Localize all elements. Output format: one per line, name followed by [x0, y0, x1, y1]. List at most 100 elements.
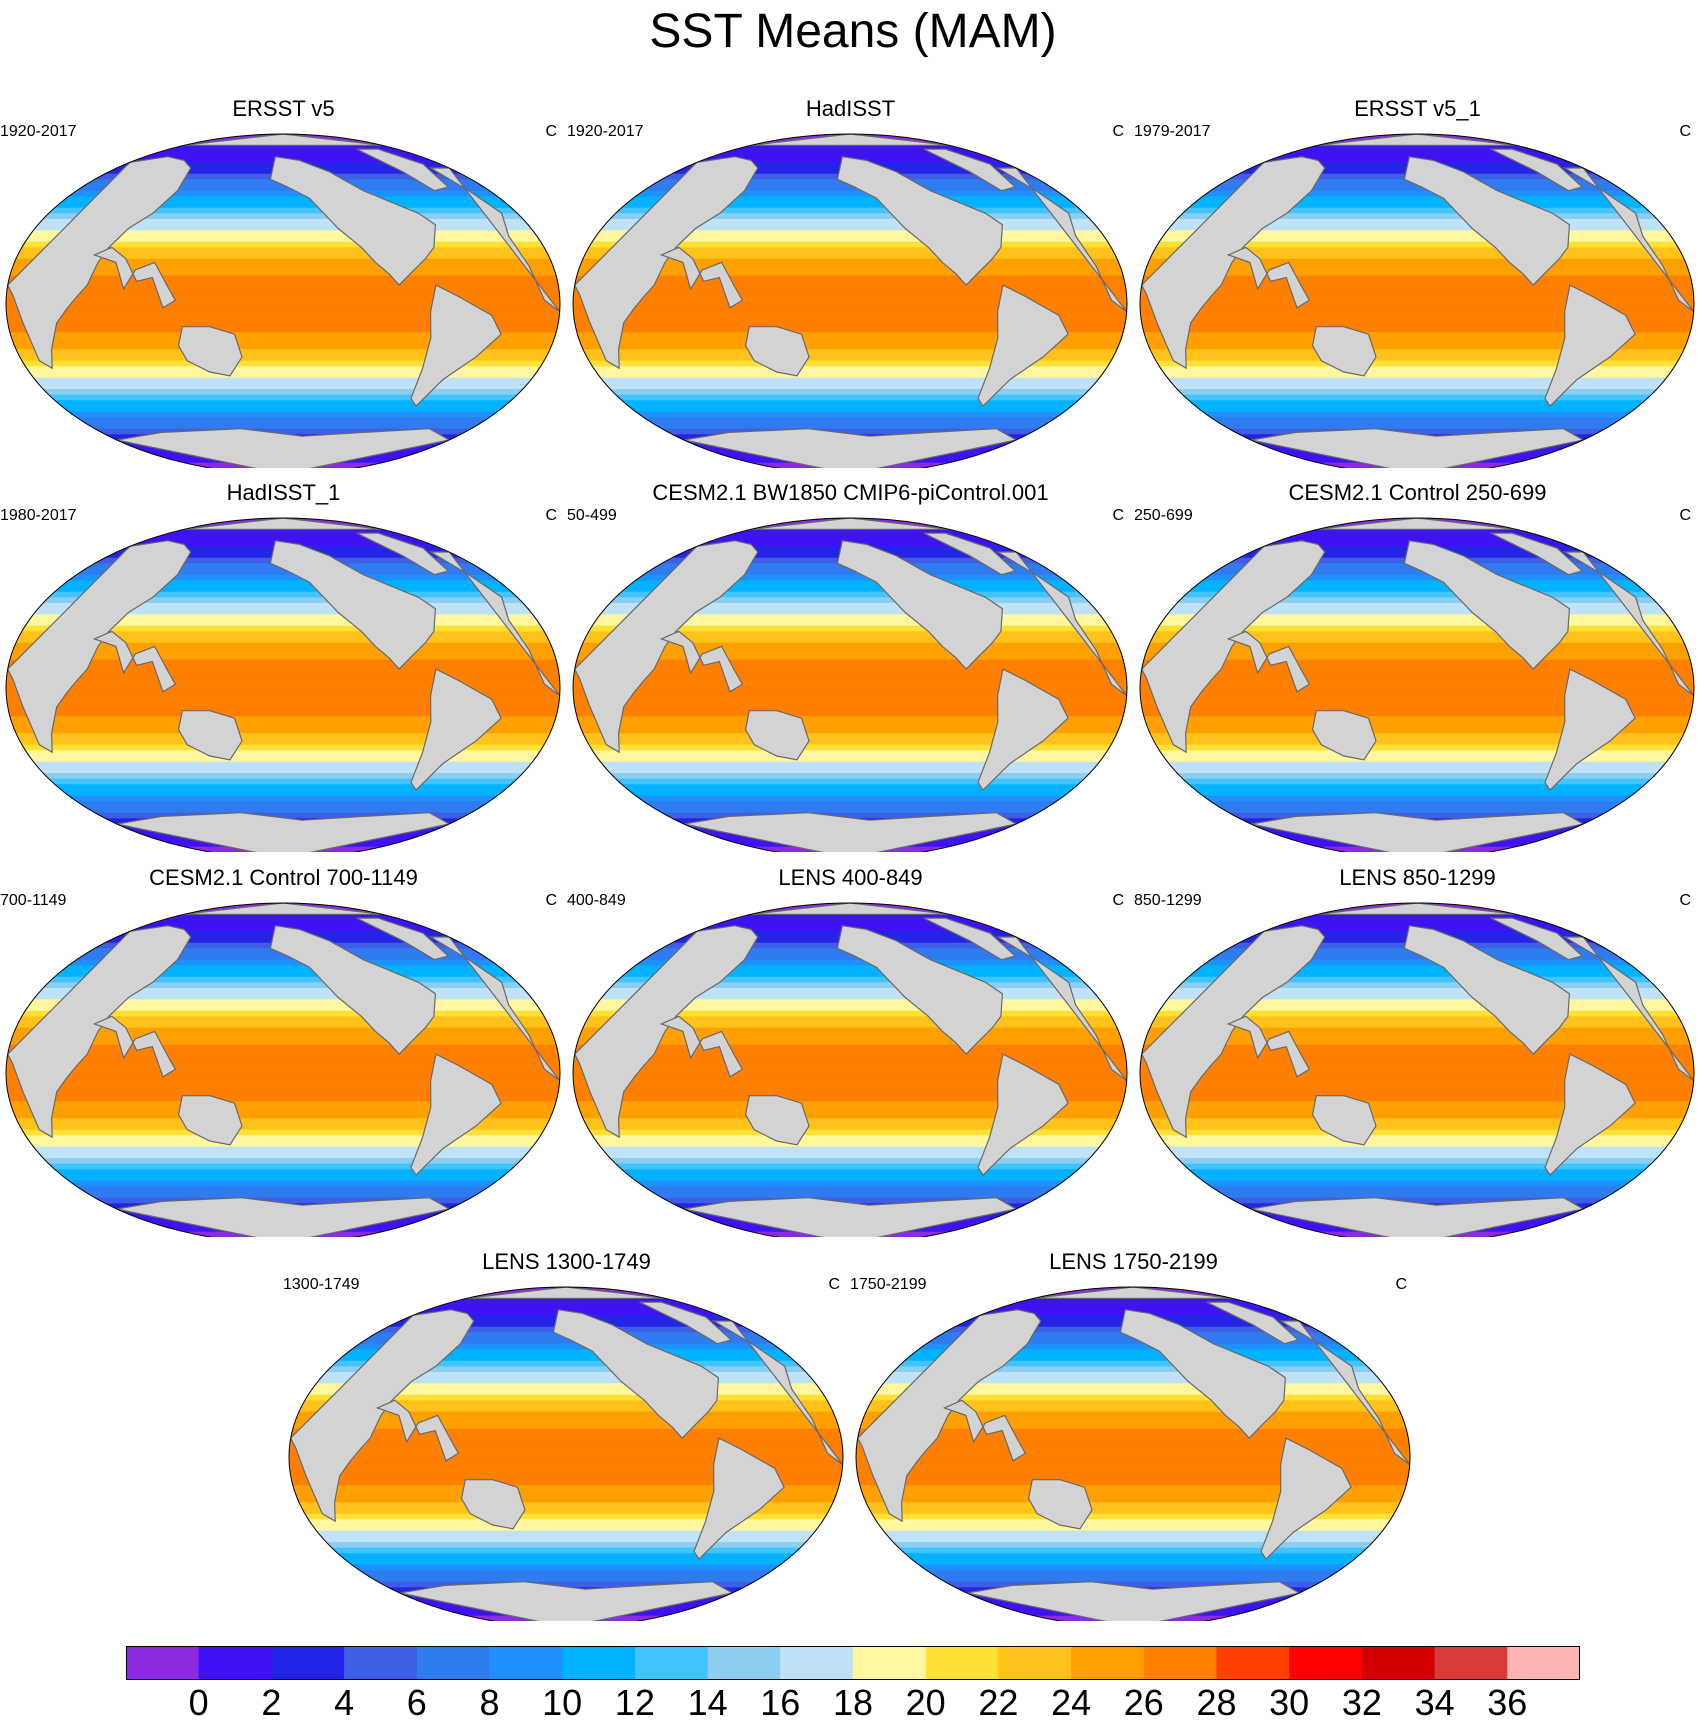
land-mass	[289, 1309, 475, 1523]
land-mass	[116, 1197, 451, 1237]
land-mass	[659, 1015, 744, 1078]
land-mass	[399, 1581, 734, 1621]
sst-band	[573, 338, 1127, 345]
colorbar-tick-label: 18	[832, 1682, 874, 1723]
sst-band	[1140, 767, 1694, 774]
land-mass	[410, 668, 502, 791]
sst-band	[573, 1056, 1127, 1063]
colorbar-tick-label: 30	[1269, 1682, 1310, 1723]
sst-band	[856, 1355, 1410, 1362]
sst-band	[856, 1440, 1410, 1447]
sst-band	[6, 812, 560, 819]
colorbar-tick-label: 24	[1051, 1682, 1092, 1723]
sst-band	[1140, 597, 1694, 604]
colorbar-tick-label: 4	[334, 1682, 355, 1723]
sst-band	[6, 676, 560, 683]
sst-band	[289, 1434, 843, 1441]
sst-band	[289, 1581, 843, 1588]
sst-band	[1140, 185, 1694, 192]
sst-band	[856, 1343, 1410, 1350]
sst-band	[1140, 716, 1694, 723]
sst-band	[856, 1451, 1410, 1458]
sst-band	[6, 807, 560, 814]
sst-band	[573, 807, 1127, 814]
sst-map	[1139, 517, 1695, 852]
sst-band	[1140, 801, 1694, 808]
sst-band	[6, 400, 560, 407]
land-mass	[92, 246, 177, 309]
sst-band	[6, 241, 560, 248]
sst-band	[1140, 965, 1694, 972]
land-mass	[177, 1095, 243, 1146]
sst-band	[6, 614, 560, 621]
sst-band	[1140, 338, 1694, 345]
sst-band	[1140, 620, 1694, 627]
colorbar-tick-label: 22	[978, 1682, 1019, 1723]
sst-band	[6, 993, 560, 1000]
sst-band	[573, 920, 1127, 927]
land-mass	[428, 167, 560, 313]
panel-title: CESM2.1 BW1850 CMIP6-piControl.001	[652, 480, 1049, 505]
sst-band	[573, 185, 1127, 192]
sst-band	[573, 631, 1127, 638]
sst-band	[6, 767, 560, 774]
sst-band	[1140, 428, 1694, 435]
sst-band	[856, 1479, 1410, 1486]
panel-period: 700-1149	[0, 892, 67, 909]
colorbar-swatch	[126, 1646, 200, 1680]
sst-band	[573, 281, 1127, 288]
colorbar-border	[126, 1646, 1580, 1680]
panel-units: C	[1112, 123, 1124, 140]
sst-band	[1140, 332, 1694, 339]
sst-band	[6, 1192, 560, 1199]
colorbar-swatch	[198, 1646, 272, 1680]
land-mass	[410, 1053, 502, 1176]
land-mass	[1544, 284, 1636, 407]
sst-band	[6, 773, 560, 780]
sst-band	[1140, 999, 1694, 1006]
sst-band	[856, 1434, 1410, 1441]
land-mass	[1311, 1095, 1377, 1146]
sst-band	[6, 1107, 560, 1114]
sst-band	[1140, 1118, 1694, 1125]
sst-band	[1140, 1044, 1694, 1051]
sst-band	[573, 1095, 1127, 1102]
sst-band	[6, 304, 560, 311]
sst-map	[5, 517, 561, 852]
sst-band	[289, 1406, 843, 1413]
land-mass	[1544, 668, 1636, 791]
sst-band	[856, 1372, 1410, 1379]
sst-band	[1140, 574, 1694, 581]
sst-band	[573, 1067, 1127, 1074]
sst-band	[6, 298, 560, 305]
sst-band	[573, 151, 1127, 158]
sst-band	[1140, 281, 1694, 288]
sst-band	[573, 784, 1127, 791]
sst-band	[573, 213, 1127, 220]
sst-band	[856, 1513, 1410, 1520]
sst-band	[573, 400, 1127, 407]
figure-title: SST Means (MAM)	[649, 5, 1057, 58]
land-mass	[1206, 1301, 1300, 1345]
sst-band	[6, 1101, 560, 1108]
colorbar-swatch	[1507, 1646, 1580, 1680]
sst-band	[573, 676, 1127, 683]
sst-band	[856, 1508, 1410, 1515]
sst-band	[856, 1445, 1410, 1452]
sst-band	[856, 1383, 1410, 1390]
land-mass	[836, 925, 1004, 1055]
sst-band	[6, 682, 560, 689]
panel-units: C	[545, 507, 557, 524]
sst-band	[1140, 1180, 1694, 1187]
sst-band	[1140, 733, 1694, 740]
sst-band	[573, 778, 1127, 785]
sst-band	[6, 988, 560, 995]
sst-band	[573, 756, 1127, 763]
sst-band	[6, 1112, 560, 1119]
sst-band	[289, 1417, 843, 1424]
sst-band	[289, 1570, 843, 1577]
sst-band	[856, 1570, 1410, 1577]
sst-band	[573, 659, 1127, 666]
sst-band	[6, 727, 560, 734]
land-mass	[1317, 518, 1517, 530]
